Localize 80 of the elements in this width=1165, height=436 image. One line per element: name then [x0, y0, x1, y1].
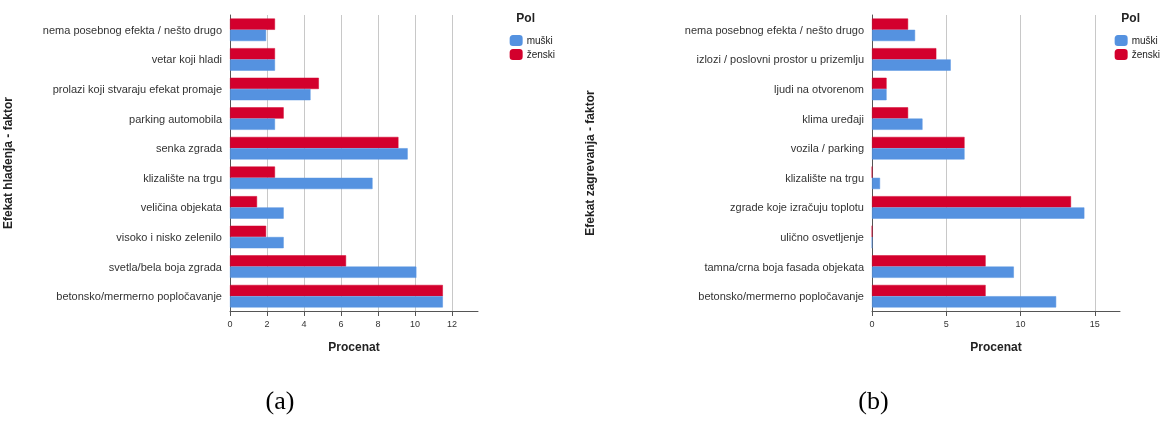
x-tick-label: 10: [1015, 318, 1026, 329]
y-tick-label: svetla/bela boja zgrada: [108, 260, 223, 273]
bar: [230, 118, 275, 130]
bar: [872, 207, 1085, 219]
bar: [872, 18, 909, 30]
y-tick-label: klima uređaji: [802, 112, 864, 125]
legend-title: Pol: [516, 11, 535, 25]
bar: [230, 148, 408, 160]
x-tick-label: 12: [447, 318, 458, 329]
bar: [872, 107, 909, 119]
bar: [230, 284, 443, 297]
bar: [872, 136, 965, 149]
bar: [872, 48, 937, 60]
y-axis-title: Efekat zagrevanja - faktor: [583, 89, 597, 236]
x-tick-label: 5: [943, 318, 949, 329]
x-tick-label: 8: [375, 318, 381, 329]
bar: [872, 266, 1014, 278]
bar: [230, 77, 319, 89]
x-tick-label: 0: [227, 318, 233, 329]
bar: [230, 59, 275, 71]
bar: [872, 255, 986, 267]
y-tick-label: ljudi na otvorenom: [774, 83, 864, 95]
bar: [872, 118, 923, 130]
y-tick-label: nema posebnog efekta / nešto drugo: [42, 23, 222, 36]
y-tick-label: prolazi koji stvaraju efekat promaje: [52, 83, 222, 95]
bar: [230, 48, 275, 60]
bar: [230, 207, 284, 219]
bar: [230, 296, 443, 308]
bar: [230, 225, 267, 237]
legend-label: muški: [526, 35, 553, 46]
text: (a): [264, 385, 296, 417]
bar: [230, 196, 258, 208]
y-tick-label: tamna/crna boja fasada objekata: [704, 260, 865, 273]
bar: [872, 77, 887, 89]
bar: [230, 166, 275, 178]
x-tick-label: 15: [1089, 318, 1100, 329]
y-tick-label: betonsko/mermerno popločavanje: [56, 290, 222, 303]
y-tick-label: klizalište na trgu: [785, 171, 864, 184]
bar: [230, 255, 347, 267]
bar: [872, 89, 887, 101]
bar: [230, 29, 267, 42]
legend-title: Pol: [1121, 11, 1140, 25]
x-tick-label: 10: [410, 318, 421, 329]
y-axis-title: Efekat hlađenja - faktor: [1, 96, 15, 230]
bar: [872, 284, 986, 297]
y-tick-label: zgrade koje izračuju toplotu: [730, 201, 864, 214]
bar: [230, 89, 311, 101]
y-tick-label: betonsko/mermerno popločavanje: [698, 290, 864, 303]
x-tick-label: 0: [869, 318, 875, 329]
x-axis-title: Procenat: [970, 340, 1022, 354]
bar: [872, 29, 916, 42]
y-tick-label: parking automobila: [129, 112, 223, 125]
x-axis-title: Procenat: [328, 340, 380, 354]
bar: [230, 136, 399, 149]
y-tick-label: vozila / parking: [790, 142, 864, 155]
bar: [230, 177, 373, 190]
y-tick-label: nema posebnog efekta / nešto drugo: [684, 23, 864, 36]
bar: [230, 266, 417, 278]
x-tick-label: 2: [264, 318, 270, 329]
y-tick-label: vetar koji hladi: [151, 53, 222, 66]
legend-label: ženski: [526, 49, 556, 60]
y-tick-label: klizalište na trgu: [143, 171, 222, 184]
bar: [230, 237, 284, 249]
bar: [230, 107, 284, 119]
y-tick-label: veličina objekata: [140, 201, 223, 214]
y-tick-label: visoko i nisko zelenilo: [116, 231, 222, 243]
x-tick-label: 6: [338, 318, 344, 329]
bar: [872, 196, 1071, 208]
bar: [230, 18, 275, 30]
bar: [872, 296, 1057, 308]
bar: [872, 59, 951, 71]
bar: [872, 177, 881, 190]
text: (b): [857, 385, 890, 417]
y-tick-label: senka zgrada: [155, 142, 223, 155]
bar: [872, 148, 965, 160]
x-tick-label: 4: [301, 318, 307, 329]
legend-label: muški: [1131, 35, 1158, 46]
y-tick-label: ulično osvetljenje: [780, 231, 864, 243]
y-tick-label: izlozi / poslovni prostor u prizemlju: [696, 53, 864, 66]
legend-label: ženski: [1131, 49, 1161, 60]
